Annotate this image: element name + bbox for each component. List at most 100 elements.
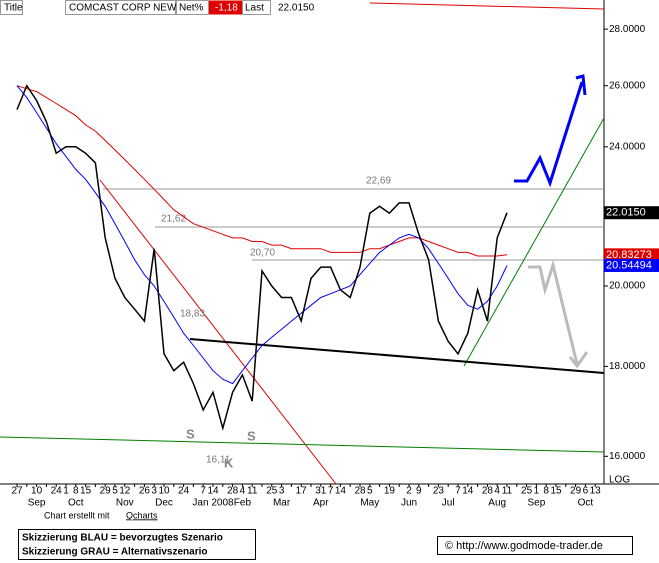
legend-blue: Skizzierung BLAU = bevorzugtes Szenario <box>22 533 223 544</box>
annotation: S <box>186 426 195 441</box>
x-tick-label: 7 <box>455 486 461 497</box>
x-tick-label: 4 <box>494 486 500 497</box>
x-tick-label: 17 <box>296 486 308 497</box>
x-tick-label: 24 <box>178 486 190 497</box>
x-tick-label: 4 <box>240 486 246 497</box>
y-tick-label: 18.0000 <box>609 361 646 372</box>
drawings <box>0 2 605 485</box>
month-label: Feb <box>234 498 252 509</box>
annotation: 16,11 <box>206 455 231 466</box>
header-last-label: Last <box>245 3 264 14</box>
y-tick-label: 16.0000 <box>609 451 646 462</box>
annotation: 22,69 <box>366 176 391 187</box>
month-label: May <box>360 498 379 509</box>
x-tick-label: 19 <box>384 486 396 497</box>
x-tick-label: 23 <box>433 486 445 497</box>
trend-line <box>369 2 605 10</box>
x-tick-label: 5 <box>367 486 373 497</box>
x-tick-label: 27 <box>11 486 23 497</box>
x-tick-label: 2 <box>406 486 412 497</box>
price-box-label: 20.83273 <box>606 249 652 261</box>
uptrend-line <box>463 117 605 367</box>
x-tick-label: 3 <box>279 486 285 497</box>
month-label: Oct <box>68 498 84 509</box>
x-tick-label: 12 <box>119 486 131 497</box>
price-line <box>16 84 508 432</box>
header-symbol: COMCAST CORP NEW <box>69 3 177 14</box>
x-tick-label: 14 <box>462 486 474 497</box>
month-label: Jan 2008 <box>192 498 234 509</box>
x-tick-label: 15 <box>80 486 92 497</box>
month-label: Nov <box>116 498 134 509</box>
x-tick-label: 13 <box>590 486 602 497</box>
month-label: Dec <box>155 498 173 509</box>
support-line <box>189 338 605 374</box>
trend-line <box>0 436 605 453</box>
x-tick-label: 15 <box>550 486 562 497</box>
moving-average <box>16 85 508 257</box>
x-tick-label: 11 <box>247 486 258 497</box>
annotation: 18,83 <box>180 309 205 320</box>
x-tick-label: 28 <box>354 486 366 497</box>
x-tick-label: 26 <box>139 486 151 497</box>
x-tick-label: 28 <box>227 486 239 497</box>
x-tick-label: 29 <box>100 486 112 497</box>
header-box <box>176 0 209 15</box>
price-box <box>604 248 659 262</box>
annotation: 20,70 <box>250 248 275 259</box>
header-box <box>65 0 176 15</box>
header-box <box>0 0 23 15</box>
x-tick-label: 14 <box>335 486 347 497</box>
annotation: S <box>247 428 256 443</box>
x-tick-label: 5 <box>112 486 118 497</box>
month-label: Jul <box>442 498 455 509</box>
y-tick-label: 26.0000 <box>609 80 646 91</box>
blue-scenario <box>514 81 584 188</box>
x-tick-label: 28 <box>482 486 494 497</box>
month-label: Sep <box>528 498 546 509</box>
annotation: K <box>224 455 234 470</box>
x-tick-label: 10 <box>158 486 170 497</box>
price-box-label: 22.0150 <box>606 207 646 219</box>
y-tick-label: 28.0000 <box>609 24 646 35</box>
header-box <box>242 0 271 15</box>
x-tick-label: 10 <box>31 486 43 497</box>
gray-scenario <box>528 259 579 365</box>
month-label: Sep <box>28 498 46 509</box>
annotation: 21,62 <box>161 214 186 225</box>
x-tick-label: 24 <box>51 486 63 497</box>
x-tick-label: 7 <box>200 486 206 497</box>
month-label: Apr <box>313 498 329 509</box>
scale-label: LOG <box>609 475 630 486</box>
blue-arrowhead <box>575 74 587 96</box>
legend-gray: Skizzierung GRAU = Alternativszenario <box>22 547 208 558</box>
header-net-box <box>209 0 242 15</box>
month-label: Aug <box>488 498 506 509</box>
header-net-value: -1,18 <box>215 3 238 14</box>
price-box <box>604 258 659 272</box>
header-last-value: 22.0150 <box>278 3 315 14</box>
month-label: Oct <box>578 498 594 509</box>
x-tick-label: 25 <box>266 486 278 497</box>
x-tick-label: 31 <box>315 486 327 497</box>
x-tick-label: 8 <box>543 486 549 497</box>
x-tick-label: 3 <box>151 486 157 497</box>
x-tick-label: 6 <box>583 486 589 497</box>
month-label: Mar <box>273 498 291 509</box>
header-net-label: Net% <box>179 3 204 14</box>
gray-arrowhead <box>568 351 589 369</box>
moving-average <box>16 85 508 385</box>
credit-link: Qcharts <box>126 510 158 520</box>
price-box <box>604 206 659 220</box>
month-label: Jun <box>401 498 417 509</box>
x-tick-label: 1 <box>534 486 540 497</box>
x-tick-label: 9 <box>416 486 422 497</box>
x-tick-label: 7 <box>328 486 334 497</box>
y-tick-label: 24.0000 <box>609 141 646 152</box>
y-tick-label: 20.0000 <box>609 281 646 292</box>
header-title-tag: Title <box>4 3 23 14</box>
price-box-label: 20.54494 <box>606 259 652 271</box>
copyright: © http://www.godmode-trader.de <box>445 540 603 552</box>
